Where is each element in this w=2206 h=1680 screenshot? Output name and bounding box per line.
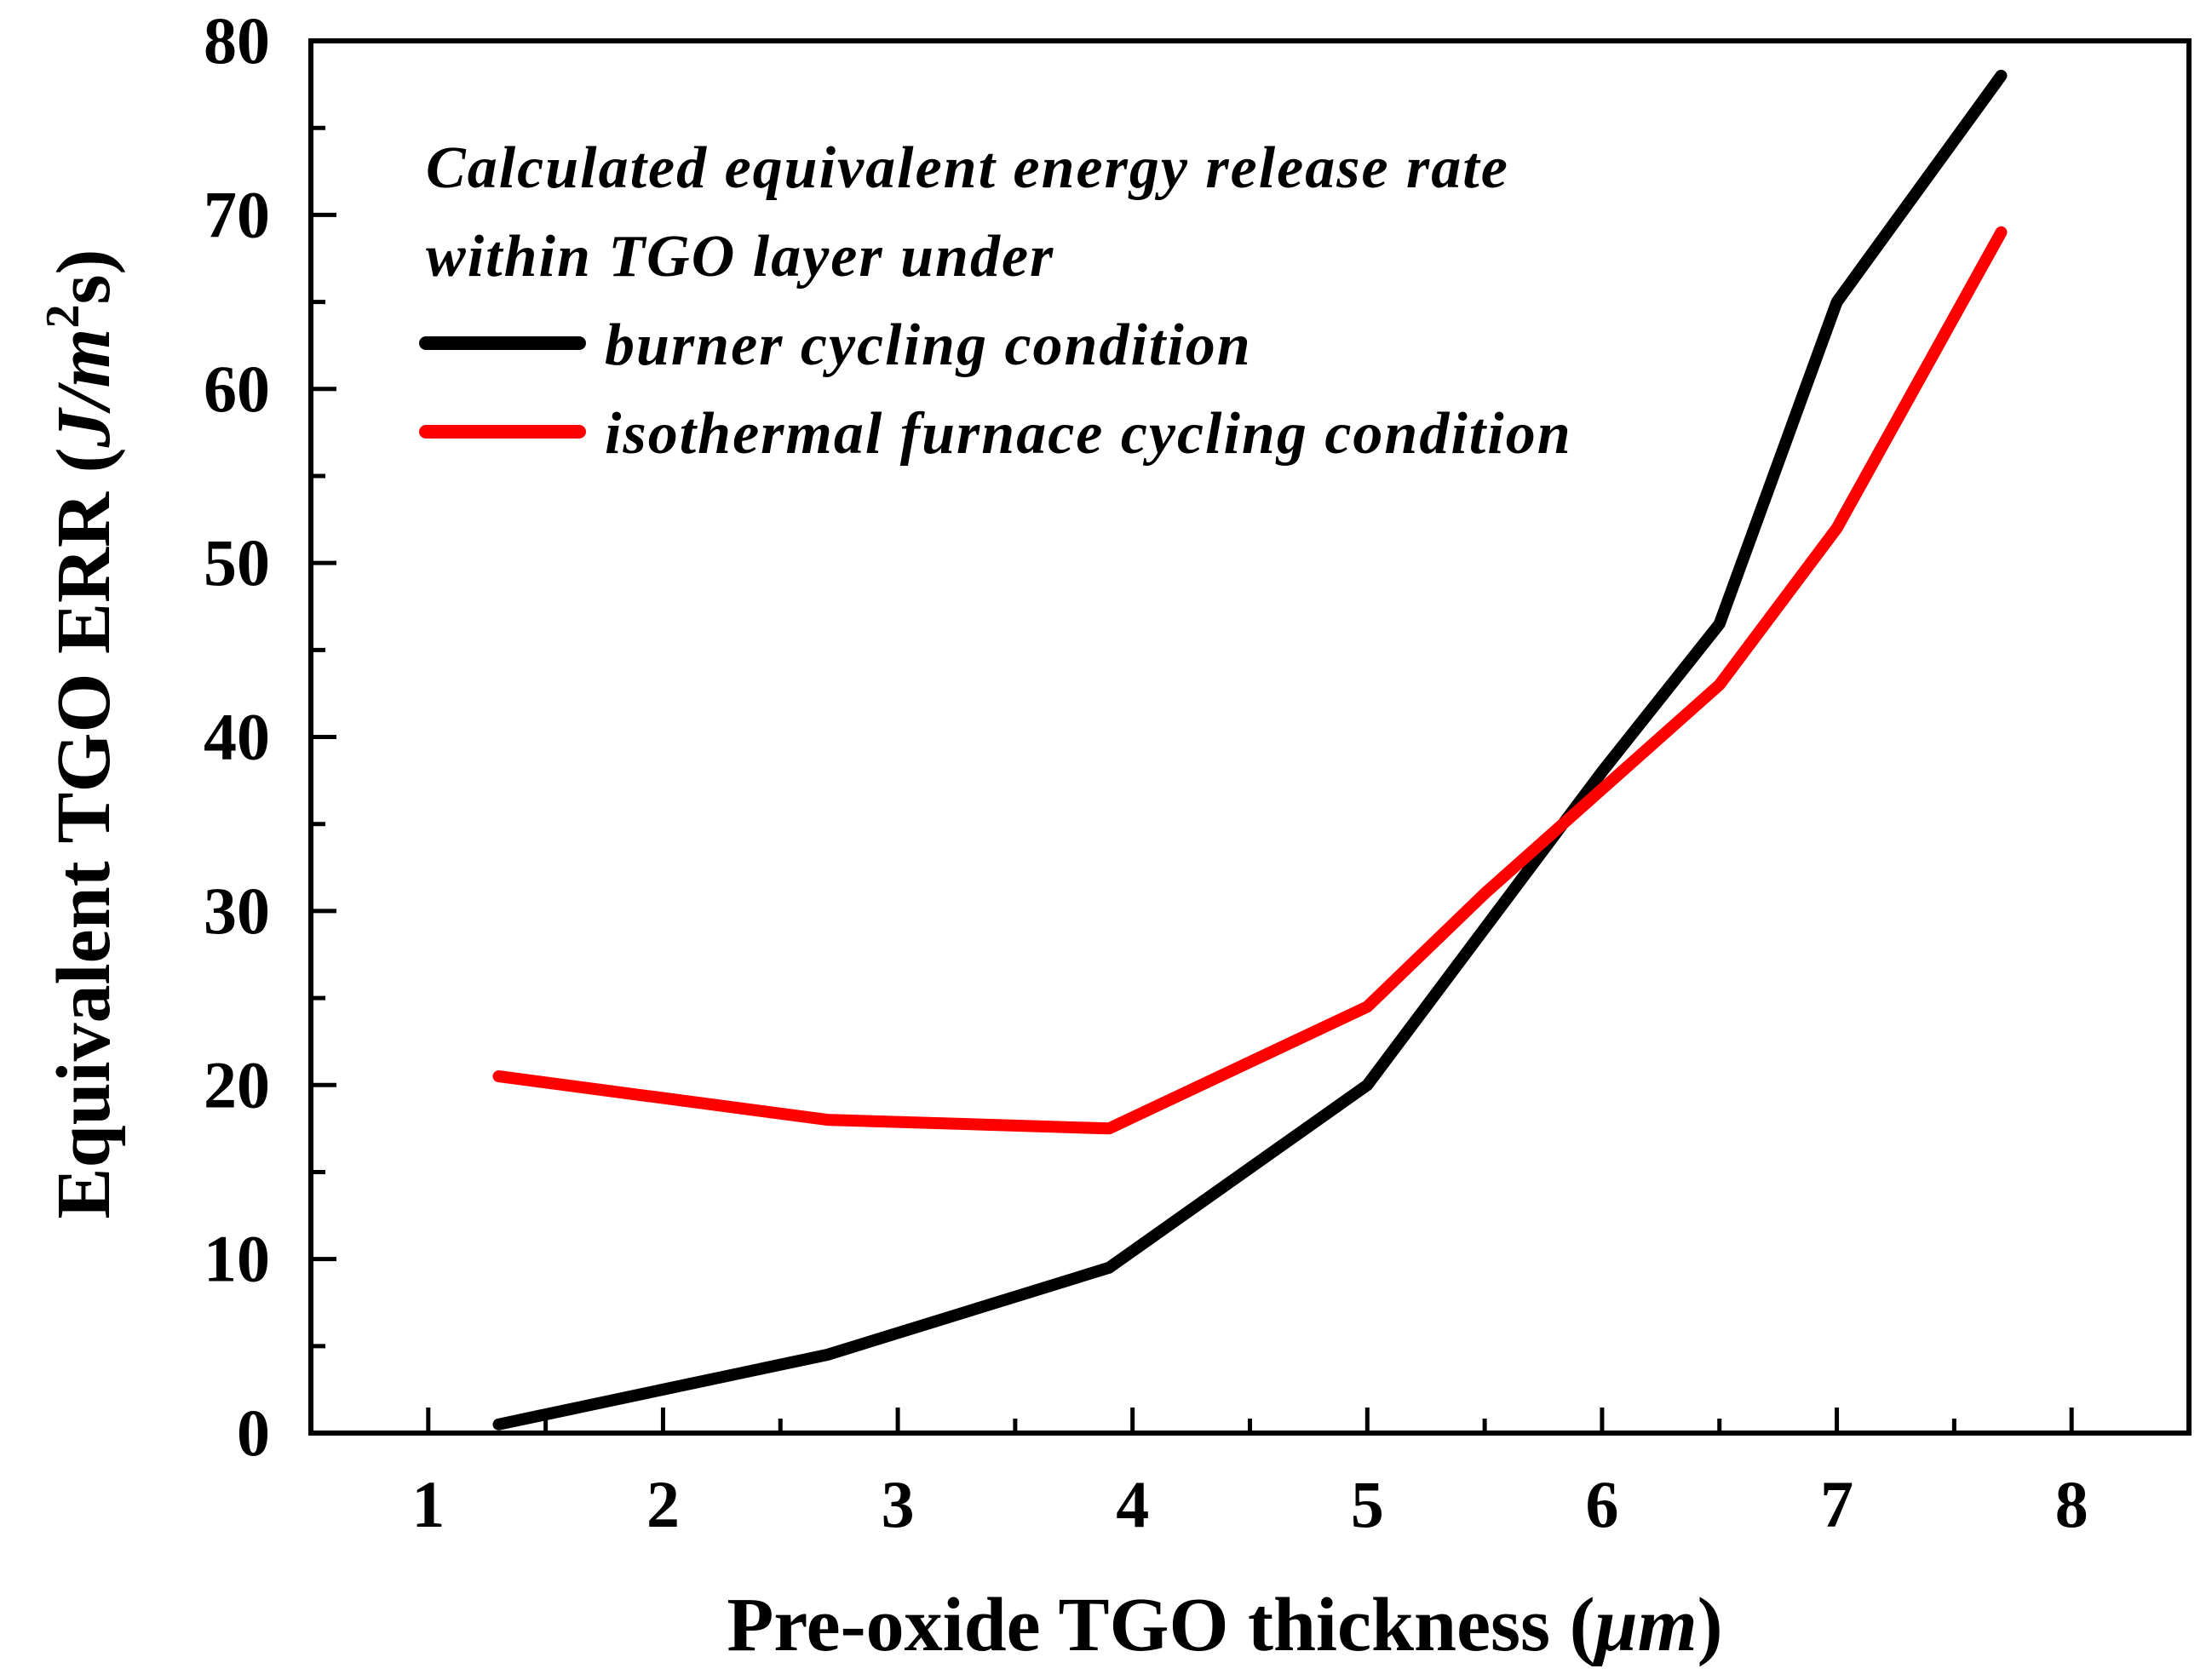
y-tick-labels: 0 10 20 30 40 50 60 70 80 [204, 3, 270, 1470]
y-tick-label: 30 [204, 874, 270, 948]
x-axis-title-main: Pre-oxide TGO thickness ( [727, 1583, 1594, 1667]
series-lines [492, 69, 2008, 1431]
x-tick-labels: 1 2 3 4 5 6 7 8 [411, 1467, 2088, 1541]
y-tick-label: 0 [237, 1396, 270, 1470]
series-line-burner [492, 69, 2008, 1431]
x-tick-label: 8 [2055, 1467, 2088, 1541]
x-tick-label: 6 [1585, 1467, 1618, 1541]
x-axis-title-unit: μm [1592, 1583, 1698, 1667]
x-tick-label: 1 [411, 1467, 445, 1541]
legend-label-isothermal: isothermal furnace cycling condition [605, 401, 1572, 467]
legend-title-line1: Calculated equivalent energy release rat… [426, 135, 1509, 201]
y-axis-title: Equivalent TGO ERR (J/m2s) [37, 249, 126, 1218]
y-tick-label: 10 [204, 1222, 270, 1296]
y-tick-label: 80 [204, 3, 270, 77]
legend-label-burner: burner cycling condition [605, 312, 1252, 378]
series-line-isothermal [492, 226, 2008, 1135]
y-axis-title-unit: J/m [42, 328, 126, 448]
x-axis-title-close: ) [1698, 1583, 1723, 1667]
x-axis-title: Pre-oxide TGO thickness (μm) [727, 1583, 1722, 1667]
y-axis-title-main: Equivalent TGO ERR ( [42, 447, 126, 1218]
axis-ticks [311, 38, 2074, 1436]
y-axis-title-seconds: s) [42, 249, 126, 304]
y-tick-label: 50 [204, 525, 270, 599]
x-tick-label: 3 [882, 1467, 915, 1541]
x-tick-label: 4 [1116, 1467, 1149, 1541]
y-tick-label: 60 [204, 352, 270, 426]
y-tick-label: 20 [204, 1047, 270, 1121]
legend-title-line2: within TGO layer under [426, 224, 1054, 290]
x-tick-label: 5 [1351, 1467, 1384, 1541]
legend: Calculated equivalent energy release rat… [419, 135, 1572, 467]
y-tick-label: 70 [204, 177, 270, 251]
y-tick-label: 40 [204, 700, 270, 774]
y-axis-title-exponent: 2 [37, 304, 89, 328]
x-tick-label: 7 [1820, 1467, 1853, 1541]
x-tick-label: 2 [646, 1467, 680, 1541]
